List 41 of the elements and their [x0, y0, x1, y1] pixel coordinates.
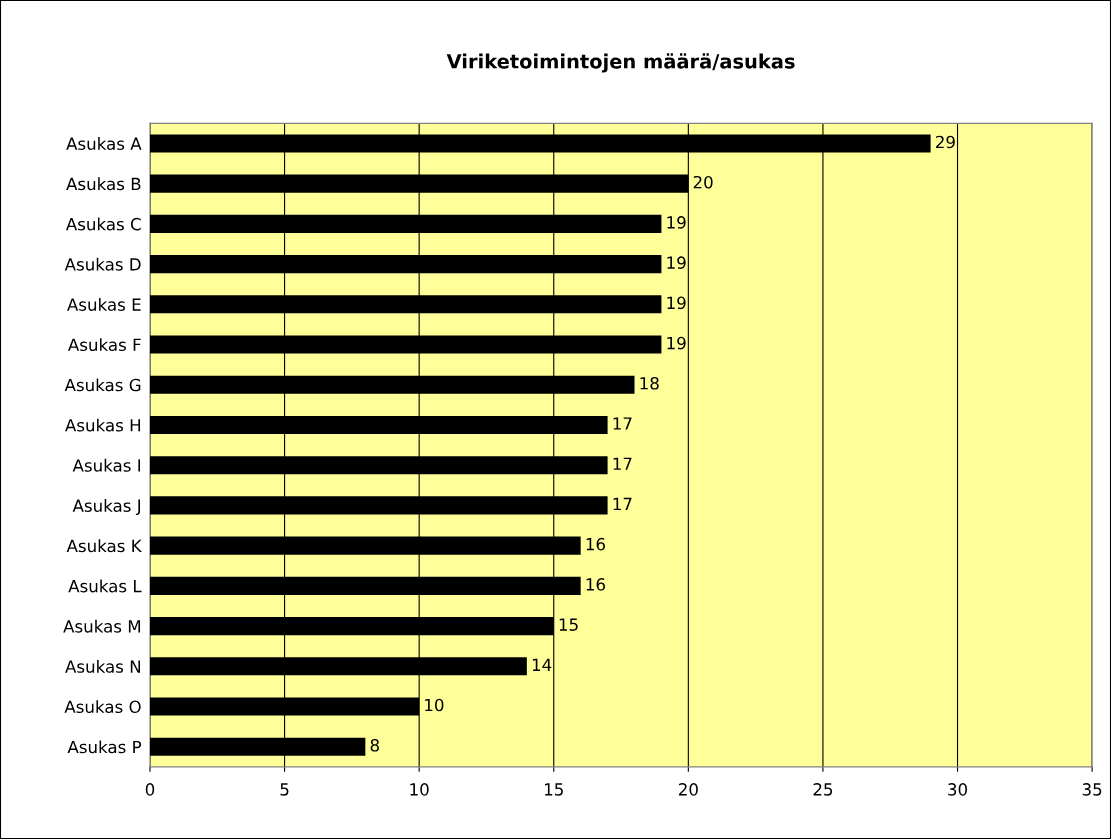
x-tick-label: 20: [678, 783, 698, 796]
data-label: 16: [586, 578, 605, 591]
y-tick-label: Asukas I: [72, 458, 141, 472]
y-tick-label: Asukas G: [64, 378, 141, 392]
chart-title: Viriketoimintojen määrä/asukas: [446, 53, 795, 73]
x-tick-label: 30: [948, 783, 968, 796]
data-label: 17: [613, 417, 632, 430]
y-tick-label: Asukas N: [65, 659, 141, 673]
x-tick-label: 10: [410, 783, 429, 796]
data-label: 14: [532, 658, 552, 671]
y-tick-label: Asukas J: [72, 499, 141, 516]
y-tick-label: Asukas E: [67, 297, 141, 311]
y-tick-label: Asukas F: [68, 338, 141, 352]
y-tick-label: Asukas P: [67, 740, 142, 754]
data-label: 19: [667, 336, 686, 350]
x-tick-label: 0: [145, 783, 155, 796]
y-tick-label: Asukas C: [65, 217, 141, 231]
data-label: 19: [667, 256, 686, 269]
data-label: 8: [370, 738, 379, 752]
data-label: 17: [613, 497, 632, 511]
y-tick-label: Asukas B: [66, 177, 141, 191]
y-tick-label: Asukas A: [66, 137, 142, 151]
x-tick-label: 25: [813, 783, 833, 796]
x-tick-label: 15: [544, 783, 563, 796]
y-tick-label: Asukas K: [66, 539, 142, 553]
x-tick-label: 35: [1082, 783, 1102, 796]
y-tick-label: Asukas M: [63, 619, 141, 633]
data-label: 19: [667, 216, 686, 229]
data-label: 16: [586, 537, 605, 551]
y-tick-label: Asukas O: [64, 700, 141, 714]
data-label: 20: [693, 175, 713, 189]
y-tick-label: Asukas H: [65, 418, 141, 432]
x-tick-label: 5: [280, 783, 289, 796]
y-tick-label: Asukas L: [68, 579, 142, 593]
data-label: 10: [425, 698, 444, 712]
data-label: 15: [559, 618, 578, 631]
data-label: 18: [640, 376, 659, 390]
data-label: 19: [667, 296, 686, 310]
y-tick-label: Asukas D: [64, 257, 141, 271]
data-label: 17: [613, 457, 632, 470]
data-label: 29: [935, 135, 955, 149]
